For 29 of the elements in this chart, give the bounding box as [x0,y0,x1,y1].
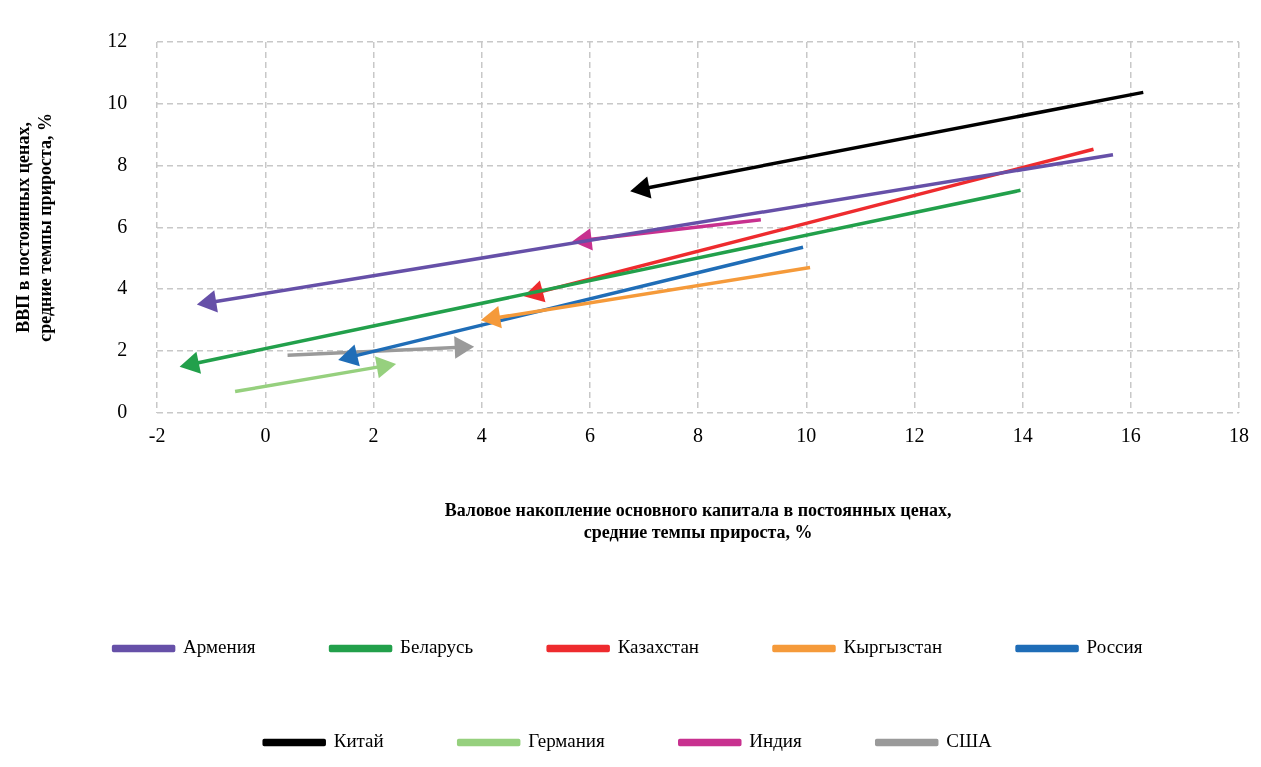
y-tick-label: 6 [117,214,128,237]
y-tick-label: 0 [117,400,128,423]
x-tick-label: 4 [476,424,487,447]
x-tick-label: 14 [1012,424,1033,447]
x-tick-label: 12 [904,424,925,447]
legend-label: США [946,730,993,752]
legend-label: Казахстан [617,636,699,658]
legend-label: Армения [183,636,256,658]
y-tick-label: 4 [117,276,128,299]
legend-label: Германия [528,730,606,752]
y-tick-label: 2 [117,338,128,361]
legend-label: Китай [333,730,384,752]
legend-label: Беларусь [400,636,474,658]
legend-label: Россия [1086,636,1143,658]
legend-label: Кыргызстан [843,636,943,658]
x-tick-label: 6 [584,424,595,447]
x-tick-label: 2 [368,424,379,447]
x-tick-label: 10 [796,424,817,447]
x-tick-label: 0 [260,424,271,447]
x-tick-label: -2 [148,424,166,447]
x-tick-label: 16 [1120,424,1141,447]
y-tick-label: 12 [107,29,128,52]
x-tick-label: 8 [693,424,704,447]
y-axis-title: ВВП в постоянных ценах, средние темпы прироста, % [13,112,56,342]
y-tick-label: 10 [107,91,128,114]
x-tick-label: 18 [1229,424,1249,447]
legend-label: Индия [749,730,802,752]
x-axis-title: Валовое накопление основного капитала в постоянных ценах, средние темпы прироста, % [444,500,952,542]
y-tick-label: 8 [117,152,128,175]
